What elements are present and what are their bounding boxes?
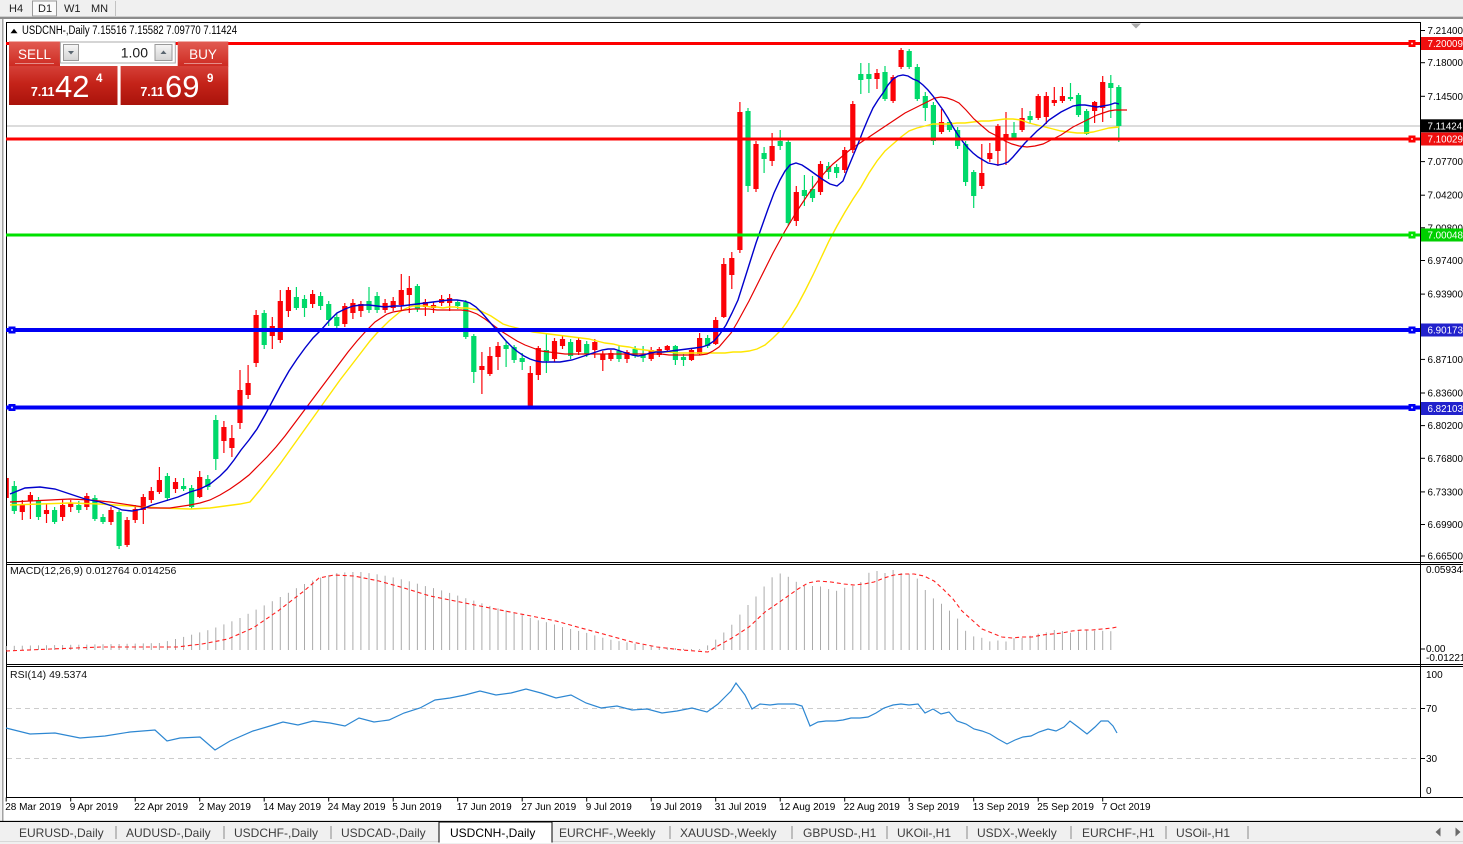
svg-text:7.10029: 7.10029 (1428, 135, 1463, 146)
svg-text:6.80200: 6.80200 (1428, 421, 1463, 432)
svg-text:SELL: SELL (18, 47, 52, 62)
svg-text:BUY: BUY (189, 47, 217, 62)
svg-text:69: 69 (165, 69, 199, 104)
svg-text:GBPUSD-,H1: GBPUSD-,H1 (803, 826, 877, 840)
svg-text:USDX-,Weekly: USDX-,Weekly (977, 826, 1057, 840)
svg-text:7.14500: 7.14500 (1428, 92, 1463, 103)
svg-text:6.97400: 6.97400 (1428, 256, 1463, 267)
svg-text:6.73300: 6.73300 (1428, 487, 1463, 498)
svg-text:6.69900: 6.69900 (1428, 520, 1463, 531)
svg-text:12 Aug 2019: 12 Aug 2019 (779, 802, 836, 813)
svg-text:7.07700: 7.07700 (1428, 157, 1463, 168)
svg-text:6.93900: 6.93900 (1428, 290, 1463, 301)
svg-text:7.20009: 7.20009 (1428, 39, 1463, 50)
svg-text:USDCHF-,Daily: USDCHF-,Daily (234, 826, 318, 840)
svg-text:14 May 2019: 14 May 2019 (263, 802, 321, 813)
svg-text:22 Aug 2019: 22 Aug 2019 (844, 802, 901, 813)
svg-text:USDCNH-,Daily 7.15516 7.15582: USDCNH-,Daily 7.15516 7.15582 7.09770 7.… (22, 25, 237, 37)
svg-text:7.21400: 7.21400 (1428, 26, 1463, 37)
svg-text:9 Apr 2019: 9 Apr 2019 (70, 802, 119, 813)
svg-text:30: 30 (1426, 754, 1438, 765)
svg-text:9: 9 (207, 73, 213, 85)
svg-text:42: 42 (55, 69, 89, 104)
svg-text:D1: D1 (38, 3, 52, 15)
svg-text:EURCHF-,Weekly: EURCHF-,Weekly (559, 826, 655, 840)
svg-text:13 Sep 2019: 13 Sep 2019 (973, 802, 1030, 813)
svg-text:3 Sep 2019: 3 Sep 2019 (908, 802, 960, 813)
svg-text:2 May 2019: 2 May 2019 (199, 802, 252, 813)
svg-text:7.00048: 7.00048 (1428, 231, 1463, 242)
svg-text:AUDUSD-,Daily: AUDUSD-,Daily (126, 826, 211, 840)
svg-text:4: 4 (96, 73, 103, 85)
svg-text:27 Jun 2019: 27 Jun 2019 (521, 802, 576, 813)
svg-text:28 Mar 2019: 28 Mar 2019 (5, 802, 62, 813)
svg-text:25 Sep 2019: 25 Sep 2019 (1037, 802, 1094, 813)
svg-text:0.00: 0.00 (1426, 644, 1446, 655)
svg-text:MN: MN (91, 3, 108, 15)
svg-text:70: 70 (1426, 704, 1438, 715)
svg-text:W1: W1 (64, 3, 81, 15)
svg-text:-0.012219: -0.012219 (1426, 653, 1463, 664)
svg-text:USOil-,H1: USOil-,H1 (1176, 826, 1230, 840)
svg-text:6.90173: 6.90173 (1428, 326, 1463, 337)
svg-text:19 Jul 2019: 19 Jul 2019 (650, 802, 702, 813)
svg-text:31 Jul 2019: 31 Jul 2019 (715, 802, 767, 813)
svg-text:0.059344: 0.059344 (1426, 565, 1463, 576)
svg-text:EURCHF-,H1: EURCHF-,H1 (1082, 826, 1155, 840)
svg-text:7.11: 7.11 (31, 85, 55, 99)
svg-text:17 Jun 2019: 17 Jun 2019 (457, 802, 512, 813)
svg-text:H4: H4 (9, 3, 23, 15)
svg-text:XAUUSD-,Weekly: XAUUSD-,Weekly (680, 826, 776, 840)
svg-text:24 May 2019: 24 May 2019 (328, 802, 386, 813)
svg-text:0: 0 (1426, 786, 1432, 797)
svg-text:7.04200: 7.04200 (1428, 191, 1463, 202)
svg-text:7.18000: 7.18000 (1428, 58, 1463, 69)
svg-text:7.11: 7.11 (140, 85, 164, 99)
svg-text:6.76800: 6.76800 (1428, 454, 1463, 465)
svg-text:UKOil-,H1: UKOil-,H1 (897, 826, 951, 840)
svg-text:6.83600: 6.83600 (1428, 389, 1463, 400)
svg-text:6.87100: 6.87100 (1428, 355, 1463, 366)
svg-text:USDCNH-,Daily: USDCNH-,Daily (450, 826, 535, 840)
svg-text:6.82103: 6.82103 (1428, 404, 1463, 415)
svg-text:9 Jul 2019: 9 Jul 2019 (586, 802, 633, 813)
svg-text:100: 100 (1426, 670, 1443, 681)
svg-text:EURUSD-,Daily: EURUSD-,Daily (19, 826, 104, 840)
svg-text:7 Oct 2019: 7 Oct 2019 (1102, 802, 1151, 813)
svg-text:22 Apr 2019: 22 Apr 2019 (134, 802, 188, 813)
svg-text:1.00: 1.00 (121, 45, 148, 61)
svg-text:6.66500: 6.66500 (1428, 552, 1463, 563)
svg-text:MACD(12,26,9) 0.012764 0.01425: MACD(12,26,9) 0.012764 0.014256 (10, 565, 177, 577)
svg-text:USDCAD-,Daily: USDCAD-,Daily (341, 826, 426, 840)
svg-text:RSI(14) 49.5374: RSI(14) 49.5374 (10, 669, 87, 681)
svg-text:5 Jun 2019: 5 Jun 2019 (392, 802, 442, 813)
svg-text:7.11424: 7.11424 (1428, 121, 1463, 132)
